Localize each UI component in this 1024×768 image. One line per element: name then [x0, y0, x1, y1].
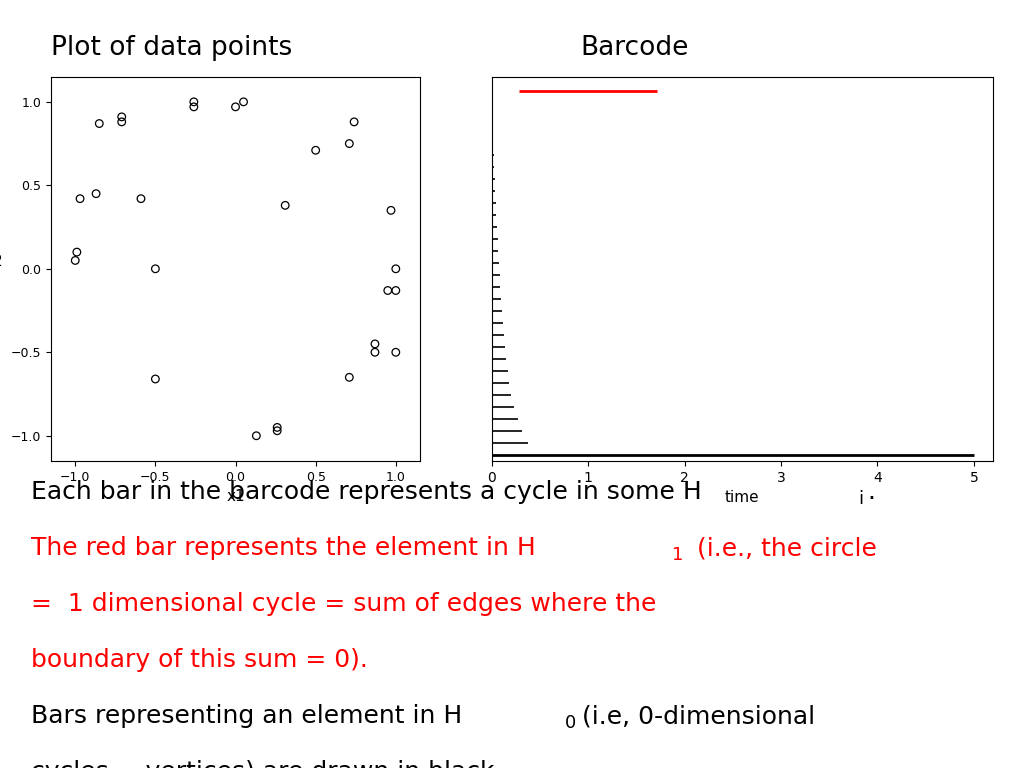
Point	[269, 422, 286, 434]
Point	[380, 284, 396, 296]
Point	[227, 101, 244, 113]
Point	[383, 204, 399, 217]
Point	[341, 371, 357, 383]
Point	[72, 193, 88, 205]
Text: 1: 1	[672, 546, 683, 564]
Point	[248, 429, 264, 442]
Text: (i.e, 0-dimensional: (i.e, 0-dimensional	[574, 704, 815, 728]
Point	[341, 137, 357, 150]
Point	[388, 346, 404, 359]
Point	[185, 96, 202, 108]
Text: Plot of data points: Plot of data points	[51, 35, 293, 61]
Point	[346, 116, 362, 128]
Point	[114, 111, 130, 123]
Point	[133, 193, 150, 205]
Point	[69, 246, 85, 258]
Point	[114, 116, 130, 128]
X-axis label: x1: x1	[226, 489, 245, 504]
Text: Barcode: Barcode	[581, 35, 689, 61]
Point	[147, 263, 164, 275]
Point	[367, 338, 383, 350]
Text: Each bar in the barcode represents a cycle in some H: Each bar in the barcode represents a cyc…	[31, 480, 701, 504]
Point	[367, 346, 383, 359]
Text: cycles = vertices) are drawn in black: cycles = vertices) are drawn in black	[31, 760, 495, 768]
Text: (i.e., the circle: (i.e., the circle	[681, 536, 877, 560]
Y-axis label: x2: x2	[0, 253, 4, 269]
Point	[88, 187, 104, 200]
Point	[67, 254, 83, 266]
Text: =  1 dimensional cycle = sum of edges where the: = 1 dimensional cycle = sum of edges whe…	[31, 592, 656, 616]
Point	[185, 101, 202, 113]
Point	[388, 263, 404, 275]
Point	[236, 96, 252, 108]
Point	[91, 118, 108, 130]
Point	[269, 425, 286, 437]
Point	[278, 199, 294, 211]
Text: The red bar represents the element in H: The red bar represents the element in H	[31, 536, 536, 560]
Text: 0: 0	[565, 714, 577, 732]
Point	[388, 284, 404, 296]
Text: Bars representing an element in H: Bars representing an element in H	[31, 704, 462, 728]
Point	[147, 372, 164, 385]
Text: boundary of this sum = 0).: boundary of this sum = 0).	[31, 648, 368, 672]
Text: .: .	[867, 480, 876, 504]
X-axis label: time: time	[725, 490, 760, 505]
Point	[307, 144, 324, 157]
Text: i: i	[858, 490, 863, 508]
